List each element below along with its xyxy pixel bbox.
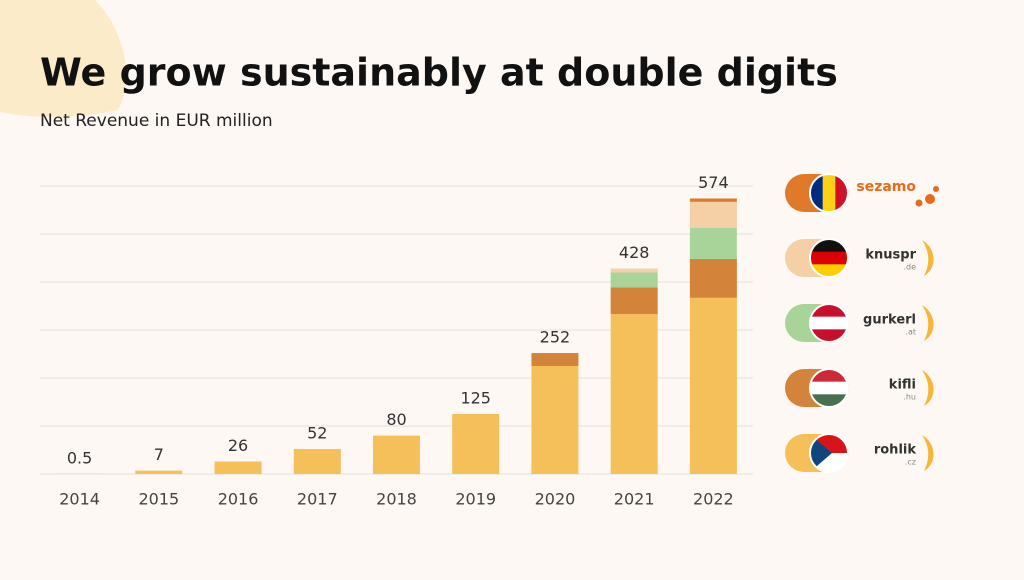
bar-segment xyxy=(611,287,658,314)
logo-icon xyxy=(922,305,934,341)
legend-domain: .hu xyxy=(903,393,916,402)
flag-stripe xyxy=(810,252,848,265)
legend-entry: sezamo xyxy=(785,174,939,212)
bar-segment xyxy=(690,228,737,259)
x-tick-label: 2021 xyxy=(614,490,655,509)
bar-segment xyxy=(373,436,420,474)
total-label: 252 xyxy=(540,328,571,347)
legend-label: rohlik xyxy=(874,443,917,458)
x-tick-label: 2015 xyxy=(138,490,179,509)
legend-entry: gurkerl.at xyxy=(785,304,934,343)
total-label: 80 xyxy=(386,410,406,429)
flag-stripe xyxy=(823,174,836,212)
chart-title: We grow sustainably at double digits xyxy=(40,51,838,95)
bar-segment xyxy=(690,259,737,298)
total-label: 52 xyxy=(307,424,327,443)
legend: rohlik.cz kifli.hu gurkerl.at knuspr.de seza… xyxy=(785,174,939,473)
x-tick-label: 2020 xyxy=(535,490,576,509)
legend-entry: knuspr.de xyxy=(785,239,934,278)
legend-label: sezamo xyxy=(856,179,916,195)
total-label: 428 xyxy=(619,243,650,262)
bar-segment xyxy=(690,202,737,228)
x-tick-label: 2017 xyxy=(297,490,338,509)
x-tick-label: 2014 xyxy=(59,490,100,509)
legend-domain: .cz xyxy=(905,458,916,467)
x-tick-label: 2022 xyxy=(693,490,734,509)
bar-segment xyxy=(611,314,658,474)
legend-label: gurkerl xyxy=(863,313,916,328)
total-label: 26 xyxy=(228,436,248,455)
bar-segment xyxy=(294,449,341,474)
bar-segment xyxy=(611,269,658,273)
bar-segment xyxy=(215,462,262,474)
logo-icon xyxy=(922,435,934,471)
chart-subtitle: Net Revenue in EUR million xyxy=(40,111,273,131)
x-tick-label: 2016 xyxy=(218,490,259,509)
logo-icon xyxy=(916,200,923,207)
legend-entry: rohlik.cz xyxy=(785,434,934,473)
total-label: 574 xyxy=(698,173,729,192)
total-label: 0.5 xyxy=(67,448,92,467)
legend-label: kifli xyxy=(889,378,916,393)
logo-icon xyxy=(922,370,934,406)
bar-segment xyxy=(690,198,737,201)
flag-stripe xyxy=(810,382,848,395)
bar-segment xyxy=(135,471,182,474)
bar-segment xyxy=(531,353,578,366)
logo-icon xyxy=(933,186,939,192)
bar-segment xyxy=(611,272,658,287)
x-tick-label: 2019 xyxy=(455,490,496,509)
bars: 0.5 2014 7 2015 26 2016 52 2017 80 2018 125 2019 252… xyxy=(56,173,737,509)
legend-domain: .de xyxy=(903,263,916,272)
legend-entry: kifli.hu xyxy=(785,369,934,408)
x-tick-label: 2018 xyxy=(376,490,417,509)
bar-segment xyxy=(452,414,499,474)
total-label: 7 xyxy=(154,445,164,464)
flag-stripe xyxy=(810,317,848,330)
legend-label: knuspr xyxy=(865,248,916,263)
logo-icon xyxy=(922,240,934,276)
legend-domain: .at xyxy=(905,328,916,337)
logo-icon xyxy=(925,194,935,204)
total-label: 125 xyxy=(460,389,491,408)
bar-segment xyxy=(690,298,737,474)
bar-segment xyxy=(531,366,578,474)
